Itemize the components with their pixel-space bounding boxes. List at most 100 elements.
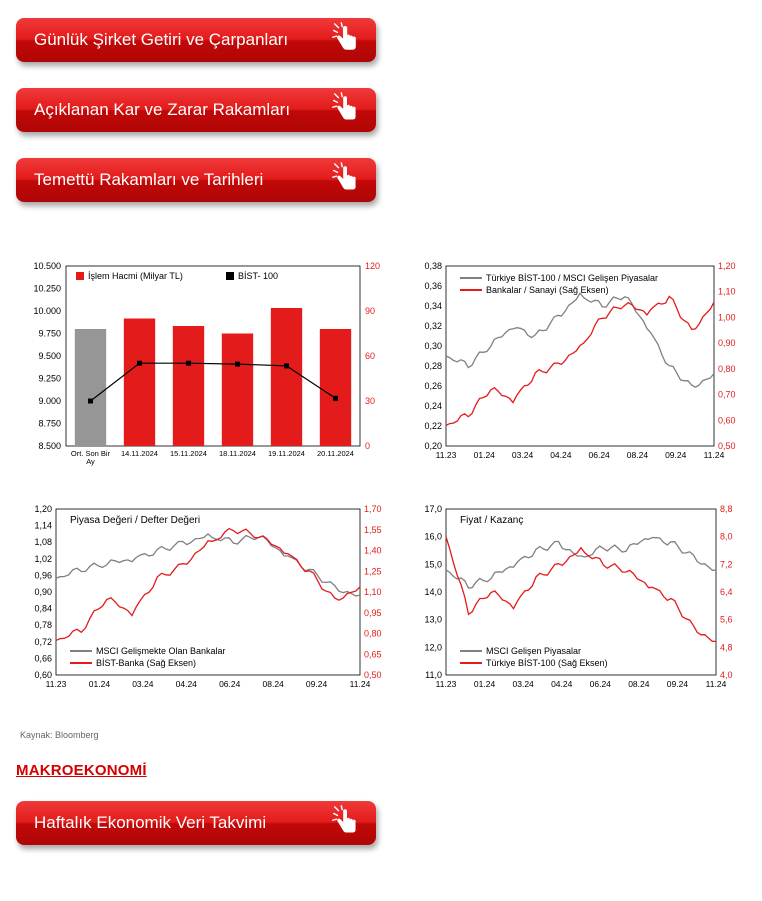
svg-text:7,2: 7,2	[720, 559, 733, 569]
svg-text:0,38: 0,38	[424, 261, 442, 271]
svg-text:9.500: 9.500	[38, 351, 61, 361]
svg-text:03.24: 03.24	[132, 679, 154, 689]
weekly-calendar-button[interactable]: Haftalık Ekonomik Veri Takvimi	[16, 801, 376, 845]
svg-text:1,08: 1,08	[34, 537, 52, 547]
svg-text:03.24: 03.24	[512, 450, 534, 460]
svg-text:04.24: 04.24	[551, 679, 573, 689]
svg-text:Fiyat / Kazanç: Fiyat / Kazanç	[460, 515, 523, 526]
svg-text:12,0: 12,0	[424, 642, 442, 652]
svg-text:10.500: 10.500	[33, 261, 61, 271]
svg-text:0,72: 0,72	[34, 637, 52, 647]
svg-text:06.24: 06.24	[590, 679, 612, 689]
svg-text:03.24: 03.24	[513, 679, 535, 689]
svg-text:BİST-Banka (Sağ Eksen): BİST-Banka (Sağ Eksen)	[96, 658, 196, 668]
svg-text:09.24: 09.24	[665, 450, 687, 460]
svg-text:MSCI Gelişen Piyasalar: MSCI Gelişen Piyasalar	[486, 646, 581, 656]
svg-text:1,02: 1,02	[34, 554, 52, 564]
svg-text:01.24: 01.24	[474, 450, 496, 460]
svg-text:1,10: 1,10	[718, 287, 736, 297]
section-title-macro: MAKROEKONOMİ	[16, 762, 762, 779]
svg-text:09.24: 09.24	[667, 679, 689, 689]
chart-pb-ratio: 0,600,660,720,780,840,900,961,021,081,14…	[16, 501, 394, 706]
svg-text:11.24: 11.24	[350, 679, 371, 689]
svg-text:Ay: Ay	[86, 457, 95, 466]
svg-text:8,0: 8,0	[720, 532, 733, 542]
svg-text:30: 30	[365, 396, 375, 406]
svg-text:10.000: 10.000	[33, 306, 61, 316]
svg-text:90: 90	[365, 306, 375, 316]
svg-text:4,8: 4,8	[720, 642, 733, 652]
svg-text:04.24: 04.24	[550, 450, 572, 460]
svg-text:Türkiye BİST-100 (Sağ Eksen): Türkiye BİST-100 (Sağ Eksen)	[486, 658, 608, 668]
svg-text:MSCI Gelişmekte Olan Bankalar: MSCI Gelişmekte Olan Bankalar	[96, 646, 226, 656]
svg-text:0,95: 0,95	[364, 608, 382, 618]
svg-text:0,65: 0,65	[364, 649, 382, 659]
svg-text:0,22: 0,22	[424, 421, 442, 431]
svg-text:9.750: 9.750	[38, 329, 61, 339]
svg-text:0,90: 0,90	[34, 587, 52, 597]
svg-text:04.24: 04.24	[176, 679, 198, 689]
svg-text:1,20: 1,20	[34, 504, 52, 514]
svg-text:0,32: 0,32	[424, 321, 442, 331]
svg-text:17,0: 17,0	[424, 504, 442, 514]
svg-text:8.500: 8.500	[38, 441, 61, 451]
svg-text:06.24: 06.24	[589, 450, 611, 460]
svg-text:0,24: 0,24	[424, 401, 442, 411]
svg-text:0,84: 0,84	[34, 604, 52, 614]
svg-text:01.24: 01.24	[89, 679, 111, 689]
svg-text:18.11.2024: 18.11.2024	[219, 449, 256, 458]
svg-text:0,80: 0,80	[364, 629, 382, 639]
svg-text:08.24: 08.24	[627, 450, 649, 460]
svg-text:15,0: 15,0	[424, 559, 442, 569]
chart-volume-bist: 8.500 8.750 9.000 9.250 9.500 9.750 10.000 10.2…	[16, 256, 394, 477]
button-label: Günlük Şirket Getiri ve Çarpanları	[34, 30, 288, 50]
svg-text:6,4: 6,4	[720, 587, 733, 597]
svg-text:0,30: 0,30	[424, 341, 442, 351]
svg-text:İşlem Hacmi (Milyar TL): İşlem Hacmi (Milyar TL)	[88, 271, 183, 281]
profit-loss-button[interactable]: Açıklanan Kar ve Zarar Rakamları	[16, 88, 376, 132]
svg-text:8.750: 8.750	[38, 419, 61, 429]
svg-text:0,66: 0,66	[34, 653, 52, 663]
dividend-button[interactable]: Temettü Rakamları ve Tarihleri	[16, 158, 376, 202]
svg-text:11.24: 11.24	[706, 679, 727, 689]
svg-text:10.250: 10.250	[33, 284, 61, 294]
svg-text:11.23: 11.23	[436, 450, 457, 460]
svg-text:1,00: 1,00	[718, 312, 736, 322]
svg-text:Türkiye BİST-100 / MSCI Gelişe: Türkiye BİST-100 / MSCI Gelişen Piyasala…	[486, 273, 658, 283]
svg-text:11.23: 11.23	[436, 679, 457, 689]
svg-text:0,60: 0,60	[718, 415, 736, 425]
button-label: Açıklanan Kar ve Zarar Rakamları	[34, 100, 290, 120]
svg-text:1,10: 1,10	[364, 587, 382, 597]
svg-text:01.24: 01.24	[474, 679, 496, 689]
charts-grid: 8.500 8.750 9.000 9.250 9.500 9.750 10.000 10.2…	[16, 256, 746, 740]
svg-text:0,70: 0,70	[718, 390, 736, 400]
svg-text:8,8: 8,8	[720, 504, 733, 514]
svg-text:1,40: 1,40	[364, 546, 382, 556]
svg-text:0,36: 0,36	[424, 281, 442, 291]
svg-text:14,0: 14,0	[424, 587, 442, 597]
daily-returns-button[interactable]: Günlük Şirket Getiri ve Çarpanları	[16, 18, 376, 62]
svg-text:0,34: 0,34	[424, 301, 442, 311]
svg-text:BİST- 100: BİST- 100	[238, 271, 278, 281]
svg-text:9.000: 9.000	[38, 396, 61, 406]
svg-text:11.23: 11.23	[46, 679, 67, 689]
svg-text:1,14: 1,14	[34, 521, 52, 531]
pointer-icon	[328, 91, 366, 129]
svg-text:14.11.2024: 14.11.2024	[121, 449, 158, 458]
svg-text:1,70: 1,70	[364, 504, 382, 514]
chart-bist-msci: 0,200,220,240,260,280,300,320,340,360,38…	[408, 256, 746, 477]
svg-text:13,0: 13,0	[424, 615, 442, 625]
svg-text:Bankalar / Sanayi (Sağ Eksen): Bankalar / Sanayi (Sağ Eksen)	[486, 285, 609, 295]
svg-text:08.24: 08.24	[263, 679, 285, 689]
button-label: Haftalık Ekonomik Veri Takvimi	[34, 813, 266, 833]
svg-text:60: 60	[365, 351, 375, 361]
svg-text:9.250: 9.250	[38, 374, 61, 384]
svg-text:0,90: 0,90	[718, 338, 736, 348]
svg-text:0,78: 0,78	[34, 620, 52, 630]
svg-text:120: 120	[365, 261, 380, 271]
pointer-icon	[328, 804, 366, 842]
svg-text:0,28: 0,28	[424, 361, 442, 371]
svg-text:09.24: 09.24	[306, 679, 328, 689]
svg-text:Piyasa Değeri / Defter Değeri: Piyasa Değeri / Defter Değeri	[70, 515, 200, 526]
svg-text:06.24: 06.24	[219, 679, 241, 689]
